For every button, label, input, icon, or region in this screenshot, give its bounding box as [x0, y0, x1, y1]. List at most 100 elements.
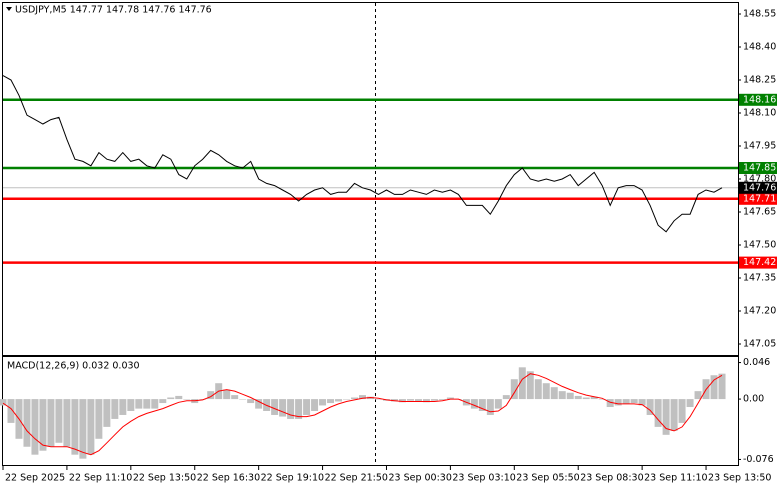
macd-histogram-bar: [207, 391, 215, 400]
level-price-tag: [739, 162, 777, 174]
macd-histogram-bar: [438, 399, 446, 400]
macd-histogram-bar: [183, 399, 191, 400]
macd-histogram-bar: [654, 399, 662, 427]
y-tick-label: 0.00: [743, 394, 764, 405]
macd-histogram-bar: [135, 399, 143, 409]
macd-histogram-bar: [271, 399, 279, 415]
x-tick-label: 23 Sep 11:10: [644, 473, 707, 484]
macd-histogram-bar: [638, 399, 646, 406]
y-tick-label: 148.25: [743, 75, 776, 86]
macd-histogram-bar: [574, 395, 582, 400]
y-tick-label: 147.65: [743, 207, 776, 218]
macd-histogram-bar: [79, 399, 87, 459]
macd-histogram-bar: [319, 399, 327, 406]
x-tick-label: 23 Sep 00:30: [388, 473, 451, 484]
macd-histogram-bar: [231, 395, 239, 400]
macd-histogram-bar: [47, 399, 55, 447]
macd-histogram-bar: [694, 391, 702, 400]
macd-histogram-bar: [239, 399, 247, 400]
x-tick-label: 22 Sep 11:10: [69, 473, 132, 484]
macd-histogram-bar: [39, 399, 47, 451]
x-tick-label: 22 Sep 19:10: [261, 473, 324, 484]
macd-histogram-bar: [311, 399, 319, 411]
y-tick-label: 148.10: [743, 108, 776, 119]
macd-histogram-bar: [295, 399, 303, 419]
macd-histogram-bar: [518, 367, 526, 400]
x-tick-label: 22 Sep 21:50: [325, 473, 388, 484]
macd-histogram-bar: [566, 392, 574, 400]
y-tick-label: 147.95: [743, 141, 776, 152]
macd-histogram-bar: [159, 399, 167, 404]
macd-histogram-bar: [31, 399, 39, 455]
macd-histogram-bar: [470, 399, 478, 409]
macd-histogram-bar: [590, 396, 598, 400]
macd-histogram-bar: [478, 399, 486, 411]
macd-histogram-bar: [95, 399, 103, 439]
y-tick-label: 147.80: [743, 174, 776, 185]
x-tick-label: 23 Sep 13:50: [708, 473, 771, 484]
macd-histogram-bar: [359, 395, 367, 400]
macd-histogram-bar: [422, 399, 430, 403]
macd-histogram-bar: [526, 371, 534, 400]
macd-histogram-bar: [406, 399, 414, 401]
y-tick-label: 148.55: [743, 9, 776, 20]
macd-histogram-bar: [279, 399, 287, 417]
macd-histogram-bar: [351, 397, 359, 400]
y-tick-label: -0.076: [743, 454, 774, 465]
macd-histogram-bar: [71, 399, 79, 455]
macd-histogram-bar: [111, 399, 119, 419]
macd-histogram-bar: [598, 399, 606, 400]
macd-histogram-bar: [374, 399, 382, 400]
level-price-label: 147.85: [743, 163, 776, 174]
macd-histogram-bar: [151, 399, 159, 409]
x-tick-label: 22 Sep 2025: [5, 473, 65, 484]
y-tick-label: 147.20: [743, 306, 776, 317]
symbol-menu-arrow: [6, 7, 12, 11]
macd-histogram-bar: [414, 399, 422, 402]
macd-histogram-bar: [630, 399, 638, 404]
macd-histogram-bar: [303, 399, 311, 415]
y-tick-label: 147.50: [743, 240, 776, 251]
macd-histogram-bar: [582, 397, 590, 400]
macd-signal-line: [2, 373, 723, 456]
macd-histogram-bar: [446, 397, 454, 400]
y-tick-label: 147.05: [743, 339, 776, 350]
macd-histogram-bar: [335, 399, 343, 402]
x-tick-label: 23 Sep 03:10: [452, 473, 515, 484]
macd-title: MACD(12,26,9) 0.032 0.030: [7, 361, 140, 372]
macd-histogram-bar: [430, 399, 438, 401]
macd-panel-frame: [2, 356, 739, 466]
macd-histogram-bar: [127, 399, 135, 411]
level-price-tag: [739, 192, 777, 205]
macd-histogram-bar: [175, 395, 183, 400]
macd-histogram-bar: [103, 399, 111, 427]
macd-histogram-bar: [606, 399, 614, 408]
y-tick-label: 148.40: [743, 42, 776, 53]
level-price-tag: [739, 93, 777, 106]
macd-histogram-bar: [550, 387, 558, 400]
level-price-label: 148.16: [743, 94, 776, 105]
macd-histogram-bar: [223, 389, 231, 400]
macd-histogram-bar: [718, 373, 726, 400]
price-line: [2, 75, 723, 233]
macd-histogram-bar: [255, 399, 263, 409]
x-tick-label: 23 Sep 05:50: [516, 473, 579, 484]
x-tick-label: 22 Sep 16:30: [197, 473, 260, 484]
macd-histogram-bar: [622, 399, 630, 404]
macd-histogram-bar: [710, 375, 718, 400]
macd-histogram-bar: [686, 399, 694, 408]
macd-histogram-bar: [55, 399, 63, 443]
level-price-label: 147.71: [743, 193, 776, 204]
macd-histogram-bar: [327, 399, 335, 404]
chart-title: USDJPY,M5 147.77 147.78 147.76 147.76: [15, 5, 212, 16]
macd-histogram-bar: [119, 399, 127, 415]
macd-histogram-bar: [0, 399, 7, 406]
level-price-tag: [739, 256, 777, 269]
macd-histogram-bar: [343, 399, 351, 400]
macd-histogram-bar: [7, 399, 15, 423]
last-price-tag: [739, 181, 777, 194]
macd-histogram-bar: [486, 399, 494, 415]
macd-histogram-bar: [646, 399, 654, 415]
macd-histogram-bar: [670, 399, 678, 431]
